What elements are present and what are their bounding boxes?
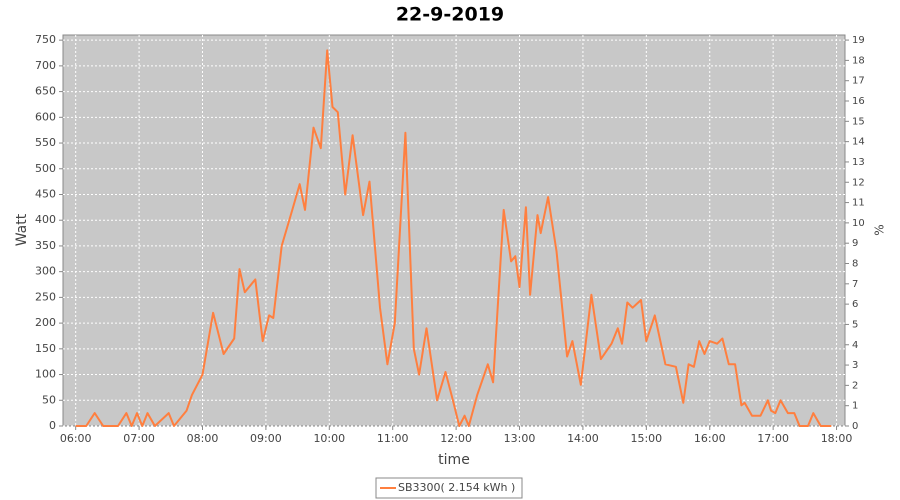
y2-tick-label: 2 xyxy=(852,380,858,391)
y-tick-label: 700 xyxy=(35,59,56,72)
y2-tick-label: 0 xyxy=(852,421,858,432)
y2-tick-label: 19 xyxy=(852,35,865,46)
y2-tick-label: 9 xyxy=(852,238,858,249)
x-axis-label: time xyxy=(438,452,470,468)
y2-axis-label: % xyxy=(873,224,887,235)
x-tick-label: 07:00 xyxy=(123,432,155,445)
y-tick-label: 450 xyxy=(35,187,56,200)
chart-title: 22-9-2019 xyxy=(396,4,504,26)
y-tick-label: 550 xyxy=(35,136,56,149)
y-tick-label: 200 xyxy=(35,316,56,329)
y2-tick-label: 17 xyxy=(852,76,865,87)
x-tick-label: 18:00 xyxy=(821,432,853,445)
data-line xyxy=(75,49,832,427)
plot-area xyxy=(62,34,846,427)
x-tick-label: 06:00 xyxy=(60,432,92,445)
x-tick-label: 13:00 xyxy=(504,432,536,445)
y-tick-label: 250 xyxy=(35,290,56,303)
y-tick-label: 750 xyxy=(35,33,56,46)
x-tick-label: 17:00 xyxy=(757,432,789,445)
y2-tick-label: 7 xyxy=(852,279,858,290)
y-tick-label: 400 xyxy=(35,213,56,226)
y-axis-label: Watt xyxy=(14,213,30,246)
y2-tick-label: 5 xyxy=(852,319,858,330)
x-tick-label: 16:00 xyxy=(694,432,726,445)
y-tick-label: 650 xyxy=(35,85,56,98)
y-tick-label: 150 xyxy=(35,342,56,355)
legend-label: SB3300( 2.154 kWh ) xyxy=(398,481,515,494)
x-tick-label: 08:00 xyxy=(187,432,219,445)
y2-tick-label: 12 xyxy=(852,177,865,188)
y-tick-label: 50 xyxy=(42,393,56,406)
y2-tick-label: 16 xyxy=(852,96,865,107)
x-tick-label: 11:00 xyxy=(377,432,409,445)
y2-tick-label: 8 xyxy=(852,259,858,270)
y2-tick-label: 3 xyxy=(852,360,858,371)
x-tick-label: 14:00 xyxy=(567,432,599,445)
y2-tick-label: 10 xyxy=(852,218,865,229)
x-tick-label: 09:00 xyxy=(250,432,282,445)
y2-tick-label: 18 xyxy=(852,55,865,66)
x-tick-label: 15:00 xyxy=(630,432,662,445)
y-tick-label: 600 xyxy=(35,110,56,123)
y2-tick-label: 4 xyxy=(852,340,858,351)
y-tick-label: 350 xyxy=(35,239,56,252)
y-tick-label: 300 xyxy=(35,265,56,278)
y2-tick-label: 11 xyxy=(852,198,865,209)
y2-tick-label: 14 xyxy=(852,137,865,148)
y-tick-label: 500 xyxy=(35,162,56,175)
y2-tick-label: 13 xyxy=(852,157,865,168)
y2-tick-label: 1 xyxy=(852,401,858,412)
legend xyxy=(375,477,523,499)
y-tick-label: 0 xyxy=(49,419,56,432)
y2-tick-label: 6 xyxy=(852,299,858,310)
x-tick-label: 12:00 xyxy=(440,432,472,445)
x-tick-label: 10:00 xyxy=(313,432,345,445)
y2-tick-label: 15 xyxy=(852,116,865,127)
y-tick-label: 100 xyxy=(35,368,56,381)
